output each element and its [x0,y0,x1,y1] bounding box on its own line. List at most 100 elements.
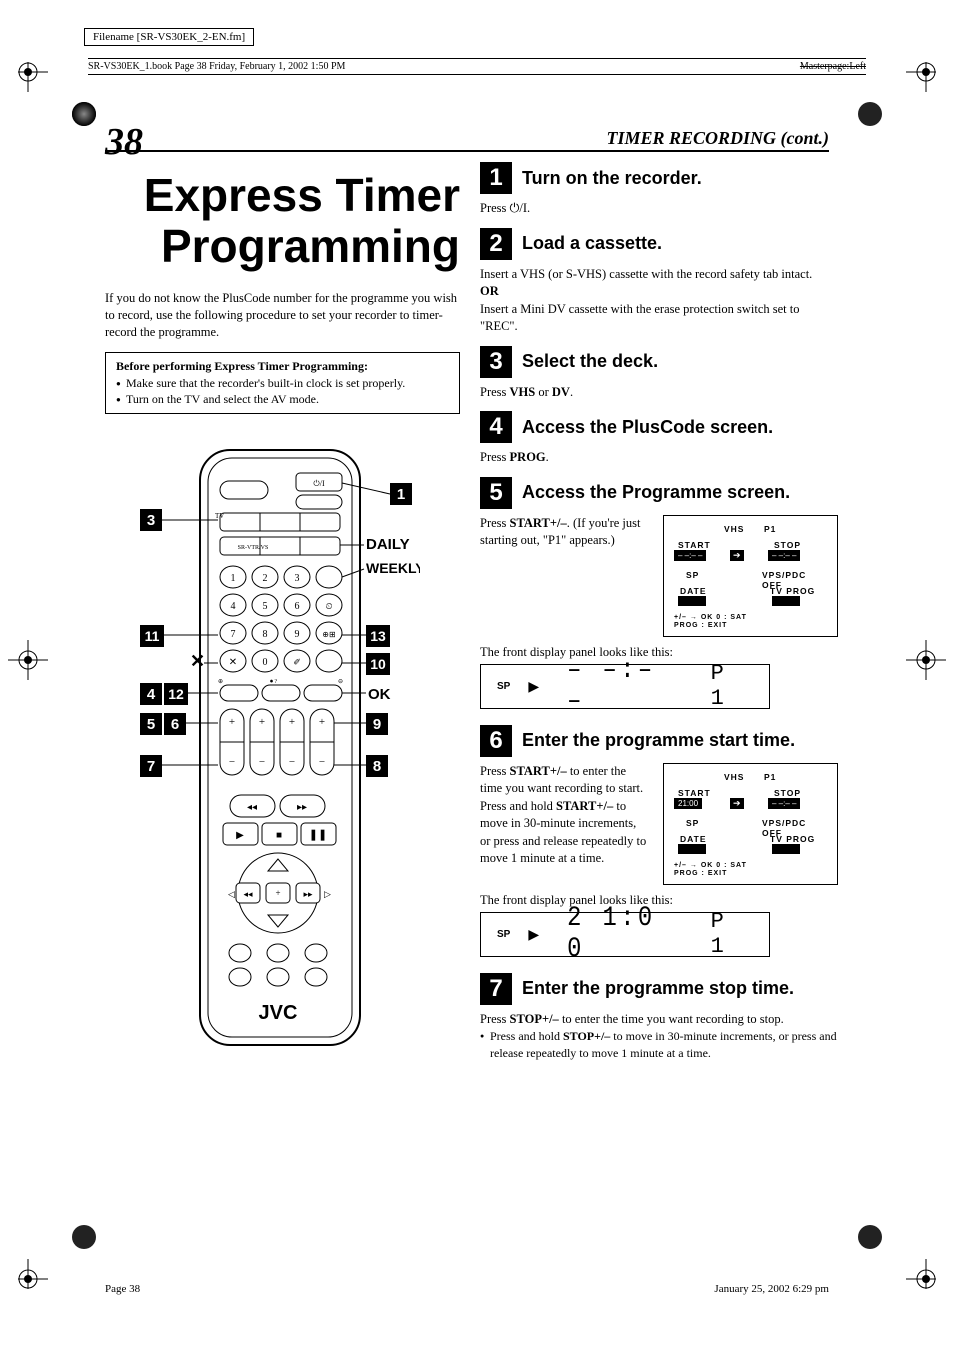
svg-text:−: − [319,756,325,768]
svg-text:◂◂: ◂◂ [247,802,257,813]
svg-text:10: 10 [370,656,386,672]
step-title-6: Enter the programme start time. [522,730,795,751]
cropmark-br [906,1259,946,1299]
intro-text: If you do not know the PlusCode number f… [105,290,460,341]
svg-text:⊕: ⊕ [218,679,223,685]
svg-text:WEEKLY: WEEKLY [366,560,420,576]
reg-circle-tr [856,100,884,128]
cropmark-bl [8,1259,48,1299]
svg-text:DAILY: DAILY [366,536,410,553]
svg-text:3: 3 [147,512,155,529]
step-body-5: Press START+/–. (If you're just starting… [480,515,649,550]
svg-text:✐: ✐ [293,657,301,667]
page-number: 38 [105,120,143,164]
svg-text:▷: ▷ [324,889,331,899]
step-num-2: 2 [480,228,512,260]
svg-text:7: 7 [231,629,236,640]
before-title: Before performing Express Timer Programm… [116,359,449,374]
before-item: Turn on the TV and select the AV mode. [116,392,449,408]
svg-text:TV: TV [215,512,224,520]
lcd-6: SP ▶ 2 1:0 0 P 1 [480,912,770,957]
cropmark-tl [8,52,48,92]
brand-label: JVC [259,1002,298,1024]
svg-text:⏲: ⏲ [325,601,332,611]
step-body-7: Press STOP+/– to enter the time you want… [480,1011,838,1062]
svg-text:2: 2 [263,573,268,584]
cropmark-mr [906,640,946,680]
filename-label: Filename [SR-VS30EK_2-EN.fm] [84,28,254,46]
svg-text:+: + [319,716,325,728]
prerequisites-box: Before performing Express Timer Programm… [105,352,460,414]
svg-text:SR-VTR/VS: SR-VTR/VS [238,545,269,551]
svg-text:◂◂: ◂◂ [243,889,253,899]
svg-text:13: 13 [370,628,386,644]
step-body-1: Press ⏻/I. [480,200,838,218]
step-title-2: Load a cassette. [522,233,662,254]
steps-column: 1 Turn on the recorder. Press ⏻/I. 2 Loa… [480,162,838,1072]
svg-text:▸▸: ▸▸ [297,802,307,813]
svg-text:+: + [259,716,265,728]
step-body-2: Insert a VHS (or S-VHS) cassette with th… [480,266,838,336]
svg-text:⊕⊞: ⊕⊞ [322,630,335,639]
svg-text:6: 6 [171,716,179,733]
svg-text:▶: ▶ [236,830,244,841]
svg-text:11: 11 [145,628,160,644]
svg-text:+: + [229,716,235,728]
svg-text:+: + [289,716,295,728]
svg-text:◁: ◁ [228,889,235,899]
svg-text:12: 12 [168,686,184,702]
svg-text:✕: ✕ [229,657,237,668]
step-body-6: Press START+/– to enter the time you wan… [480,763,649,868]
svg-text:❚❚: ❚❚ [309,829,327,841]
step-title-1: Turn on the recorder. [522,168,702,189]
step-title-3: Select the deck. [522,351,658,372]
step-num-7: 7 [480,973,512,1005]
svg-text:−: − [229,756,235,768]
svg-text:▸▸: ▸▸ [303,889,313,899]
osd-screen-5: VHS P1 START STOP – –:– – ➔ – –:– – SP V… [663,515,838,637]
svg-text:⊖: ⊖ [338,679,343,685]
svg-text:1: 1 [231,573,236,584]
book-ref: SR-VS30EK_1.book Page 38 Friday, Februar… [88,61,345,72]
step-num-1: 1 [480,162,512,194]
svg-text:8: 8 [373,758,381,775]
svg-text:9: 9 [295,629,300,640]
svg-text:1: 1 [397,486,405,503]
reg-circle-br [856,1223,884,1251]
svg-text:✕: ✕ [190,651,205,671]
svg-text:4: 4 [231,601,236,612]
lcd-5: SP ▶ – –:– – P 1 [480,664,770,709]
svg-text:9: 9 [373,716,381,733]
step-title-7: Enter the programme stop time. [522,978,794,999]
step-title-5: Access the Programme screen. [522,482,790,503]
osd-screen-6: VHS P1 START STOP 21:00 ➔ – –:– – SP VPS… [663,763,838,885]
step-body-4: Press PROG. [480,449,838,467]
step-num-6: 6 [480,725,512,757]
svg-text:7: 7 [147,758,155,775]
step-num-5: 5 [480,477,512,509]
remote-illustration: ⏻/I TV SR-VTR/VS 1 2 3 4 5 6 ⏲ 7 8 9 ⊕⊞ … [140,445,420,1055]
book-reference-bar: SR-VS30EK_1.book Page 38 Friday, Februar… [88,58,866,75]
page-title: Express Timer Programming [105,170,460,271]
svg-text:⏻/I: ⏻/I [313,479,325,488]
svg-text:5: 5 [147,716,155,733]
svg-text:−: − [289,756,295,768]
step-body-3: Press VHS or DV. [480,384,838,402]
reg-circle-tl [70,100,98,128]
svg-text:−: − [259,756,265,768]
reg-circle-bl [70,1223,98,1251]
cropmark-tr [906,52,946,92]
svg-text:+: + [275,888,280,898]
footer-left: Page 38 [105,1283,140,1295]
section-header: TIMER RECORDING (cont.) [606,128,829,149]
header-rule [105,150,829,152]
svg-text:OK: OK [368,686,391,703]
footer-right: January 25, 2002 6:29 pm [714,1283,829,1295]
before-item: Make sure that the recorder's built-in c… [116,376,449,392]
svg-text:4: 4 [147,686,156,703]
svg-text:■: ■ [276,830,282,841]
step-num-3: 3 [480,346,512,378]
svg-text:5: 5 [263,601,268,612]
svg-text:3: 3 [295,573,300,584]
step-title-4: Access the PlusCode screen. [522,417,773,438]
